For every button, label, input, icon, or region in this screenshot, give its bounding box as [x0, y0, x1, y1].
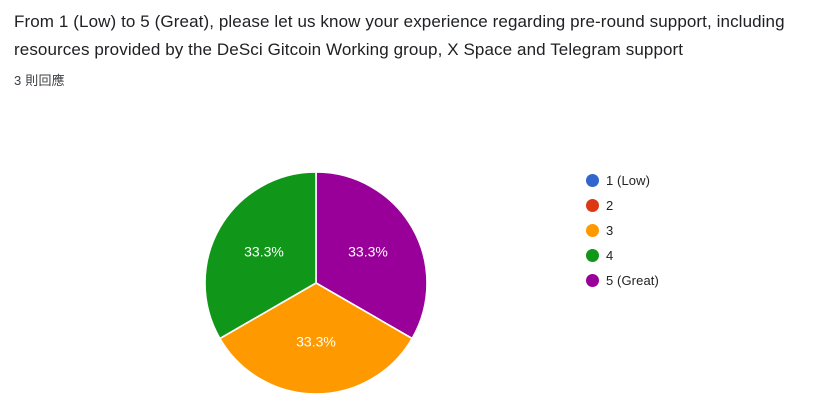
legend-color-swatch-icon [586, 274, 599, 287]
pie-slice[interactable] [219, 282, 413, 395]
legend-item[interactable]: 2 [586, 193, 659, 218]
legend-item-label: 3 [606, 223, 614, 238]
legend-color-swatch-icon [586, 199, 599, 212]
pie-chart: 33.3% 33.3% 33.3% [204, 171, 428, 395]
legend-color-swatch-icon [586, 174, 599, 187]
legend-item-label: 2 [606, 198, 614, 213]
pie-chart-svg: 33.3% 33.3% 33.3% [204, 171, 428, 395]
page-title: From 1 (Low) to 5 (Great), please let us… [14, 12, 790, 59]
pie-slice-label: 33.3% [244, 244, 284, 260]
pie-chart-container: 33.3% 33.3% 33.3% 1 (Low) 2 3 4 5 (Great) [0, 140, 816, 416]
legend-item-label: 4 [606, 248, 614, 263]
pie-slice-label: 33.3% [296, 334, 336, 350]
legend-item[interactable]: 3 [586, 218, 659, 243]
pie-slice-label: 33.3% [348, 244, 388, 260]
question-header: From 1 (Low) to 5 (Great), please let us… [14, 8, 804, 91]
legend-item[interactable]: 4 [586, 243, 659, 268]
pie-slice-labels-group: 33.3% 33.3% 33.3% [244, 244, 388, 350]
chart-legend: 1 (Low) 2 3 4 5 (Great) [586, 168, 659, 293]
pie-slices-group [204, 171, 428, 395]
legend-item-label: 5 (Great) [606, 273, 659, 288]
legend-item-label: 1 (Low) [606, 173, 651, 188]
pie-slice[interactable] [315, 171, 428, 340]
legend-color-swatch-icon [586, 224, 599, 237]
response-count-label: 3 則回應 [14, 73, 65, 88]
legend-item[interactable]: 5 (Great) [586, 268, 659, 293]
legend-item[interactable]: 1 (Low) [586, 168, 659, 193]
legend-color-swatch-icon [586, 249, 599, 262]
pie-slice[interactable] [204, 171, 317, 340]
